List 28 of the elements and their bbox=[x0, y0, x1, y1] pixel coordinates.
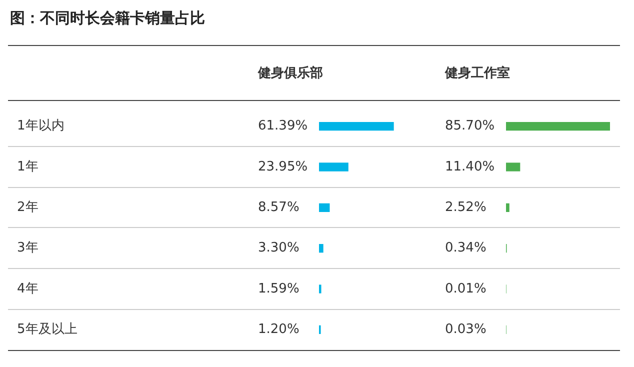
data-label: 61.39% bbox=[258, 118, 308, 134]
bar bbox=[506, 122, 610, 131]
data-label: 0.34% bbox=[445, 240, 486, 256]
bar bbox=[506, 203, 510, 212]
data-label: 3.30% bbox=[258, 240, 300, 256]
bar bbox=[319, 162, 348, 172]
text: 图：不同时长会籍卡销量占比 bbox=[10, 9, 205, 28]
data-label: 1.59% bbox=[258, 281, 300, 296]
text: 健身工作室 bbox=[445, 64, 510, 82]
bar bbox=[319, 122, 394, 131]
data-label: 23.95% bbox=[258, 159, 308, 174]
y-tick-label: 1年以内 bbox=[17, 118, 64, 134]
data-label: 2.52% bbox=[445, 200, 486, 216]
data-label: 8.57% bbox=[258, 200, 300, 216]
bar bbox=[319, 244, 324, 253]
y-tick-label: 3年 bbox=[17, 240, 38, 256]
bar bbox=[319, 203, 330, 212]
data-label: 0.01% bbox=[445, 281, 486, 296]
y-tick-label: 1年 bbox=[17, 159, 38, 174]
bar bbox=[506, 162, 520, 172]
data-label: 1.20% bbox=[258, 322, 300, 338]
y-tick-label: 5年及以上 bbox=[17, 322, 78, 338]
y-tick-label: 4年 bbox=[17, 281, 38, 296]
y-tick-label: 2年 bbox=[17, 200, 38, 216]
data-label: 85.70% bbox=[445, 118, 495, 134]
data-label: 11.40% bbox=[445, 159, 495, 174]
data-label: 0.03% bbox=[445, 322, 486, 338]
text: 健身俱乐部 bbox=[258, 64, 323, 82]
